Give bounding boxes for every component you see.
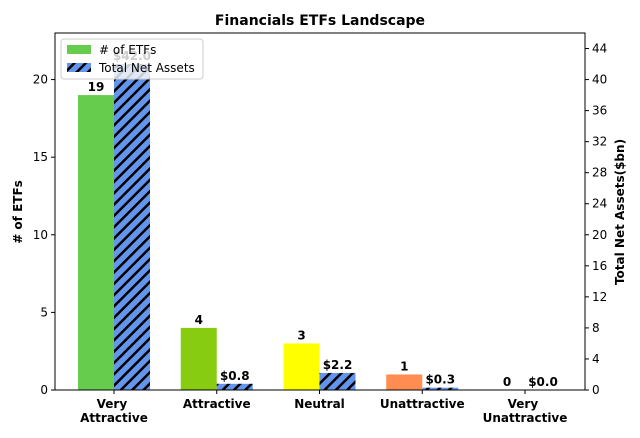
bar [422,387,459,390]
data-label: 19 [88,80,105,94]
x-tick-label: Very Attractive [80,397,148,425]
bar [114,64,150,390]
y2-tick-label: 40 [592,73,607,87]
y2-tick-label: 32 [592,135,607,149]
legend: # of ETFs Total Net Assets [60,38,204,80]
y2-tick-label: 20 [592,228,607,242]
data-label: 0 [503,375,511,389]
y-tick-label: 5 [40,305,48,319]
x-tick-label-line: Attractive [80,411,148,425]
x-tick-label: Neutral [294,397,345,411]
legend-label: # of ETFs [99,43,156,57]
y-tick-label: 15 [33,150,48,164]
y-tick-label: 0 [40,383,48,397]
x-tick-label-line: Very [508,397,543,411]
data-label: $2.2 [323,358,353,372]
chart-title: Financials ETFs Landscape [215,13,425,29]
bar [180,327,217,390]
y2-tick-label: 0 [592,383,600,397]
y-tick-label: 10 [33,228,48,242]
legend-swatch [67,45,91,54]
bar [283,343,320,390]
y2-axis-label: Total Net Assets($bn) [613,139,627,285]
y-axis-label: # of ETFs [11,180,25,244]
x-tick-label: Unattractive [380,397,465,411]
y2-tick-label: 8 [592,321,600,335]
data-label: 3 [297,328,305,342]
x-tick-label-line: Very [97,397,132,411]
data-label: $0.8 [220,369,250,383]
y2-tick-label: 44 [592,42,607,56]
y2-tick-label: 36 [592,104,607,118]
x-tick-label: Attractive [183,397,251,411]
bar [216,383,253,390]
x-tick-label-line: Unattractive [483,411,568,425]
bar [386,374,423,390]
y2-tick-label: 16 [592,259,607,273]
y2-tick-label: 28 [592,166,607,180]
plot-frame [54,32,586,391]
y2-tick-label: 24 [592,197,607,211]
data-label: $0.3 [425,373,455,387]
y2-tick-label: 4 [592,352,600,366]
y-tick-label: 20 [33,73,48,87]
legend-box [60,38,204,80]
data-label: 1 [400,359,408,373]
data-label: $0.0 [528,375,558,389]
data-label: 4 [195,313,203,327]
legend-swatch [67,63,91,72]
bar [78,95,114,390]
bar [319,372,356,390]
y2-tick-label: 12 [592,290,607,304]
legend-label: Total Net Assets [98,61,195,75]
x-tick-label: Very Unattractive [483,397,568,425]
